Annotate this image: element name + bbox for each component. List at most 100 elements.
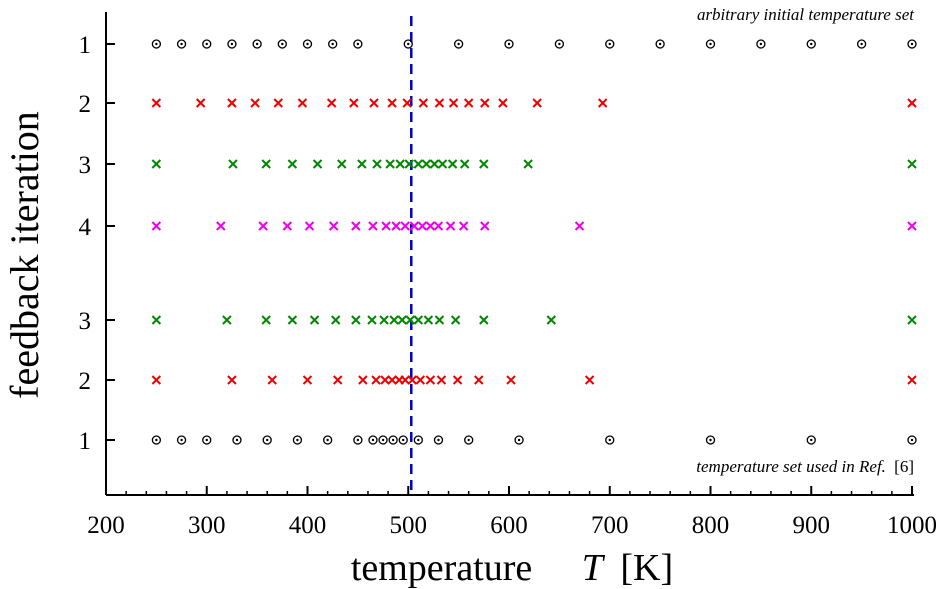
marker-dot <box>235 438 239 442</box>
annotation-bottom-ref: [6] <box>894 457 914 476</box>
x-marker <box>479 159 489 169</box>
x-marker <box>385 159 395 169</box>
marker-ring <box>655 39 665 49</box>
x-marker <box>907 375 917 385</box>
marker-dot <box>860 42 863 46</box>
x-marker <box>425 375 436 385</box>
x-marker <box>436 375 447 385</box>
x-marker <box>397 315 407 325</box>
x-marker <box>429 159 440 169</box>
marker-dot <box>457 42 460 46</box>
x-marker <box>445 221 456 231</box>
x-marker <box>151 159 162 169</box>
circle-marker <box>202 39 212 49</box>
x-tick-label: 600 <box>490 512 528 539</box>
circle-marker <box>302 39 313 49</box>
x-marker <box>222 315 232 325</box>
x-marker <box>372 159 382 169</box>
marker-ring <box>368 435 378 445</box>
x-marker <box>381 221 391 231</box>
x-marker <box>400 221 410 231</box>
x-marker <box>907 221 917 231</box>
circle-marker <box>756 39 766 49</box>
x-marker <box>297 98 308 108</box>
x-marker <box>287 315 298 325</box>
x-marker <box>434 98 445 108</box>
marker-ring <box>277 39 287 49</box>
x-marker <box>413 159 424 169</box>
marker-dot <box>381 438 385 442</box>
marker-dot <box>910 42 914 46</box>
x-marker <box>328 221 339 231</box>
annotation-bottom-text: temperature set used in Ref. <box>696 457 886 476</box>
x-marker <box>312 159 323 169</box>
x-marker <box>437 159 448 169</box>
marker-ring <box>151 435 162 445</box>
marker-ring <box>605 435 615 445</box>
annotation-top: arbitrary initial temperature set <box>697 5 915 24</box>
x-marker <box>423 315 434 325</box>
circle-marker <box>277 39 287 49</box>
circle-marker <box>322 435 333 445</box>
x-marker <box>425 221 436 231</box>
marker-ring <box>504 39 514 49</box>
y-axis-label: feedback iteration <box>2 111 47 399</box>
x-marker <box>333 375 343 385</box>
x-marker <box>404 159 414 169</box>
x-axis-label-unit: [K] <box>620 547 673 589</box>
marker-ring <box>322 435 333 445</box>
x-tick-label: 400 <box>289 512 327 539</box>
marker-ring <box>262 435 272 445</box>
circle-marker <box>176 39 187 49</box>
x-marker <box>907 159 917 169</box>
marker-ring <box>705 39 716 49</box>
x-marker <box>380 375 390 385</box>
y-tick-label: 4 <box>79 214 92 241</box>
x-marker <box>389 315 399 325</box>
x-marker <box>395 159 405 169</box>
x-marker <box>227 375 237 385</box>
x-marker <box>480 221 490 231</box>
marker-dot <box>517 438 521 442</box>
x-marker <box>369 98 379 108</box>
marker-dot <box>507 42 511 46</box>
marker-dot <box>306 42 309 46</box>
x-axis-label: temperature T [K] <box>351 547 673 589</box>
circle-marker <box>353 435 363 445</box>
x-marker <box>418 98 429 108</box>
marker-ring <box>202 435 212 445</box>
x-tick-label: 200 <box>87 512 125 539</box>
x-marker <box>407 375 417 385</box>
marker-dot <box>608 438 611 442</box>
circle-marker <box>504 39 514 49</box>
circle-marker <box>403 39 413 49</box>
data-marks <box>151 39 917 445</box>
marker-ring <box>353 39 363 49</box>
marker-dot <box>205 438 208 442</box>
x-marker <box>227 98 237 108</box>
marker-dot <box>759 42 763 46</box>
marker-ring <box>176 435 187 445</box>
marker-dot <box>326 438 329 442</box>
marker-dot <box>205 42 208 46</box>
marker-ring <box>464 435 474 445</box>
x-marker <box>309 315 320 325</box>
x-axis-label-var: T <box>582 547 606 589</box>
marker-ring <box>252 39 262 49</box>
circle-marker <box>413 435 423 445</box>
marker-dot <box>810 42 813 46</box>
marker-ring <box>413 435 423 445</box>
x-marker <box>267 375 277 385</box>
circle-marker <box>554 39 565 49</box>
marker-dot <box>266 438 269 442</box>
marker-ring <box>151 39 162 49</box>
x-tick-label: 700 <box>591 512 629 539</box>
x-marker <box>584 375 595 385</box>
marker-dot <box>296 438 299 442</box>
x-marker <box>405 315 415 325</box>
x-marker <box>421 159 432 169</box>
x-marker <box>479 315 489 325</box>
marker-dot <box>417 438 420 442</box>
x-marker <box>480 98 490 108</box>
